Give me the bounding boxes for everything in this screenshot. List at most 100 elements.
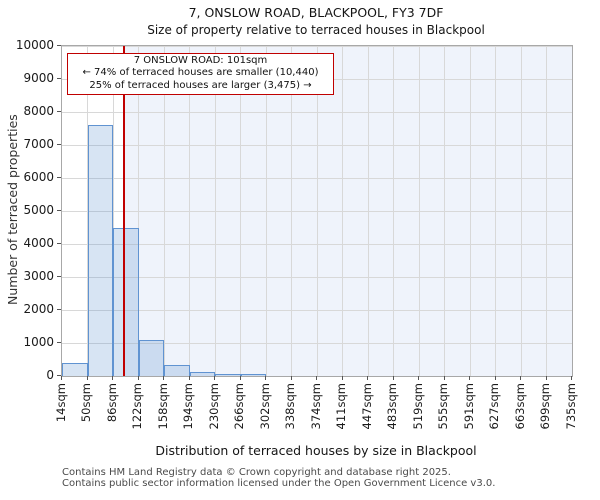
y-tick-label: 4000 [23,236,54,250]
x-tick-label: 411sqm [334,383,348,430]
x-tick-label: 374sqm [308,383,323,430]
x-tick-label: 122sqm [130,383,144,430]
x-tick-label: 519sqm [410,383,425,430]
x-tick-mark [367,376,368,380]
x-tick-label: 50sqm [79,383,93,423]
x-tick-mark [290,376,292,380]
vertical-gridline [265,46,267,376]
y-tick-label: 6000 [23,170,54,184]
x-tick-label: 483sqm [385,383,399,430]
x-axis-label: Distribution of terraced houses by size … [155,443,477,458]
x-tick-label: 230sqm [206,383,221,430]
y-tick-mark [57,111,61,112]
chart-title: 7, ONSLOW ROAD, BLACKPOOL, FY3 7DF [188,5,444,20]
x-tick-label: 86sqm [104,383,119,423]
y-tick-label: 8000 [23,104,54,118]
x-tick-label: 447sqm [359,383,374,430]
x-tick-label: 158sqm [155,383,170,430]
x-tick-mark [494,376,496,380]
x-tick-label: 627sqm [487,383,501,430]
vertical-gridline [393,46,394,376]
x-tick-mark [188,376,190,380]
histogram-bar [215,374,241,376]
y-tick-label: 0 [46,368,54,382]
x-tick-mark [214,376,215,380]
vertical-gridline [367,46,369,376]
y-tick-label: 3000 [23,269,54,283]
y-tick-mark [57,375,61,376]
vertical-gridline [291,46,292,376]
x-tick-label: 338sqm [283,383,297,430]
histogram-bar [164,365,190,376]
y-tick-mark [57,342,61,343]
x-tick-label: 591sqm [461,383,476,430]
y-tick-mark [57,144,61,145]
vertical-gridline [316,46,318,376]
vertical-gridline [138,46,139,376]
x-tick-label: 14sqm [53,383,68,423]
vertical-gridline [495,46,496,376]
histogram-bar [240,374,266,376]
annotation-line-2: ← 74% of terraced houses are smaller (10… [82,67,319,79]
y-tick-mark [57,45,61,46]
y-tick-label: 1000 [23,335,54,349]
y-tick-label: 7000 [23,137,54,151]
y-tick-mark [57,177,61,178]
histogram-bar [113,227,139,376]
x-tick-mark [341,376,343,380]
x-tick-mark [86,376,88,380]
vertical-gridline [546,46,547,376]
histogram-bar [189,372,215,376]
x-tick-mark [61,376,62,380]
x-tick-label: 194sqm [181,383,195,430]
x-tick-mark [137,376,139,380]
footer-attribution-2: Contains public sector information licen… [62,478,496,489]
y-tick-mark [57,243,61,244]
x-tick-mark [418,376,419,380]
histogram-bar [138,339,164,376]
x-tick-mark [316,376,317,380]
x-tick-label: 302sqm [257,383,272,430]
plot-area: 7 ONSLOW ROAD: 101sqm ← 74% of terraced … [61,45,573,377]
vertical-gridline [418,46,420,376]
histogram-bar [87,125,113,376]
y-tick-mark [57,210,61,211]
x-tick-label: 555sqm [436,383,450,430]
vertical-gridline [214,46,216,376]
x-tick-mark [239,376,241,380]
histogram-bar [62,362,88,376]
vertical-gridline [469,46,471,376]
chart-subtitle: Size of property relative to terraced ho… [147,23,485,37]
x-tick-mark [469,376,470,380]
x-tick-label: 663sqm [512,383,527,430]
annotation-line-3: 25% of terraced houses are larger (3,475… [89,79,312,91]
vertical-gridline [342,46,343,376]
vertical-gridline [189,46,190,376]
y-tick-label: 9000 [23,71,54,85]
annotation-line-1: 7 ONSLOW ROAD: 101sqm [133,55,268,66]
vertical-gridline [444,46,445,376]
annotation-box: 7 ONSLOW ROAD: 101sqm ← 74% of terraced … [67,53,334,96]
y-tick-mark [57,78,61,79]
vertical-gridline [163,46,165,376]
y-tick-mark [57,309,61,310]
x-tick-label: 699sqm [538,383,552,430]
x-tick-label: 735sqm [563,383,578,430]
vertical-gridline [240,46,241,376]
x-tick-mark [163,376,164,380]
x-tick-mark [545,376,547,380]
x-tick-mark [520,376,521,380]
x-tick-mark [443,376,445,380]
y-tick-label: 5000 [23,203,54,217]
y-tick-label: 2000 [23,302,54,316]
vertical-gridline [112,46,114,376]
footer-attribution-1: Contains HM Land Registry data © Crown c… [62,467,451,478]
property-size-marker-line [122,46,125,376]
x-tick-mark [112,376,113,380]
y-tick-mark [57,276,61,277]
x-tick-mark [265,376,266,380]
x-tick-mark [392,376,394,380]
vertical-gridline [520,46,522,376]
x-tick-label: 266sqm [232,383,246,430]
